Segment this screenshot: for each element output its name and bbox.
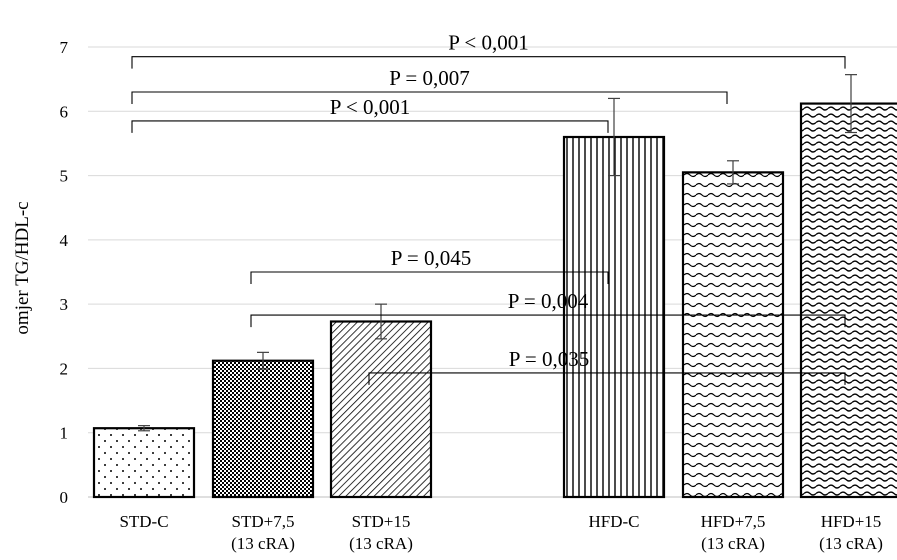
bar bbox=[92, 427, 196, 499]
bar bbox=[681, 171, 785, 499]
y-tick-label: 5 bbox=[60, 167, 69, 186]
significance-bracket bbox=[131, 91, 728, 104]
bar bbox=[211, 359, 315, 499]
y-tick-label: 0 bbox=[60, 488, 69, 507]
x-category-label: HFD+15 (13 cRA) bbox=[819, 512, 883, 553]
bars bbox=[92, 74, 897, 499]
bar bbox=[329, 320, 433, 499]
p-value-label: P = 0,004 bbox=[508, 289, 589, 313]
p-value-label: P = 0,045 bbox=[391, 246, 472, 270]
bar bbox=[562, 135, 666, 499]
x-category-label: HFD+7,5 (13 cRA) bbox=[701, 512, 766, 553]
x-category-line: STD+7,5 bbox=[232, 512, 295, 531]
y-axis-ticks: 0 1 2 3 4 5 6 7 bbox=[60, 38, 69, 507]
x-category-line: HFD+15 bbox=[821, 512, 882, 531]
x-axis-categories: STD-C STD+7,5 (13 cRA) STD+15 (13 cRA) HFD-C H… bbox=[119, 512, 882, 553]
y-tick-label: 4 bbox=[60, 231, 69, 250]
x-category-label: STD-C bbox=[119, 512, 168, 531]
significance-bracket bbox=[368, 372, 846, 385]
p-value-label: P = 0,007 bbox=[389, 66, 470, 90]
y-tick-label: 3 bbox=[60, 295, 69, 314]
x-category-label: STD+7,5 (13 cRA) bbox=[231, 512, 295, 553]
x-category-line: (13 cRA) bbox=[819, 534, 883, 553]
significance-bracket bbox=[250, 314, 846, 328]
x-category-line: (13 cRA) bbox=[701, 534, 765, 553]
significance-bracket bbox=[250, 271, 609, 284]
x-category-line: (13 cRA) bbox=[349, 534, 413, 553]
y-tick-label: 7 bbox=[60, 38, 69, 57]
x-category-line: STD+15 bbox=[352, 512, 411, 531]
x-category-line: HFD+7,5 bbox=[701, 512, 766, 531]
x-category-label: STD+15 (13 cRA) bbox=[349, 512, 413, 553]
y-tick-label: 6 bbox=[60, 102, 69, 121]
bar bbox=[799, 102, 897, 499]
significance-bracket bbox=[131, 120, 609, 133]
x-category-line: (13 cRA) bbox=[231, 534, 295, 553]
significance-bracket bbox=[131, 56, 846, 69]
significance-annotations: P < 0,001 P = 0,007 P < 0,001 P = 0,045 P = … bbox=[131, 31, 846, 385]
p-value-label: P < 0,001 bbox=[448, 31, 529, 55]
x-category-label: HFD-C bbox=[588, 512, 639, 531]
y-axis-title: omjer TG/HDL-c bbox=[12, 201, 33, 334]
x-category-line: STD-C bbox=[119, 512, 168, 531]
y-tick-label: 2 bbox=[60, 359, 69, 378]
p-value-label: P < 0,001 bbox=[330, 95, 411, 119]
x-category-line: HFD-C bbox=[588, 512, 639, 531]
p-value-label: P = 0,035 bbox=[509, 347, 590, 371]
y-tick-label: 1 bbox=[60, 424, 69, 443]
